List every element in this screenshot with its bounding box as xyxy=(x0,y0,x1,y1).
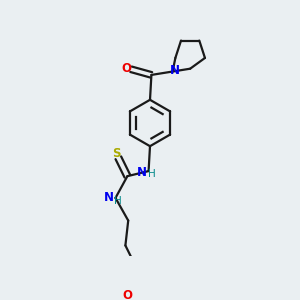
Text: O: O xyxy=(121,62,131,75)
Text: N: N xyxy=(137,166,147,179)
Text: O: O xyxy=(122,289,132,300)
Text: H: H xyxy=(148,169,155,179)
Text: S: S xyxy=(112,147,120,160)
Text: H: H xyxy=(114,196,122,206)
Text: N: N xyxy=(104,191,114,204)
Text: N: N xyxy=(170,64,180,76)
